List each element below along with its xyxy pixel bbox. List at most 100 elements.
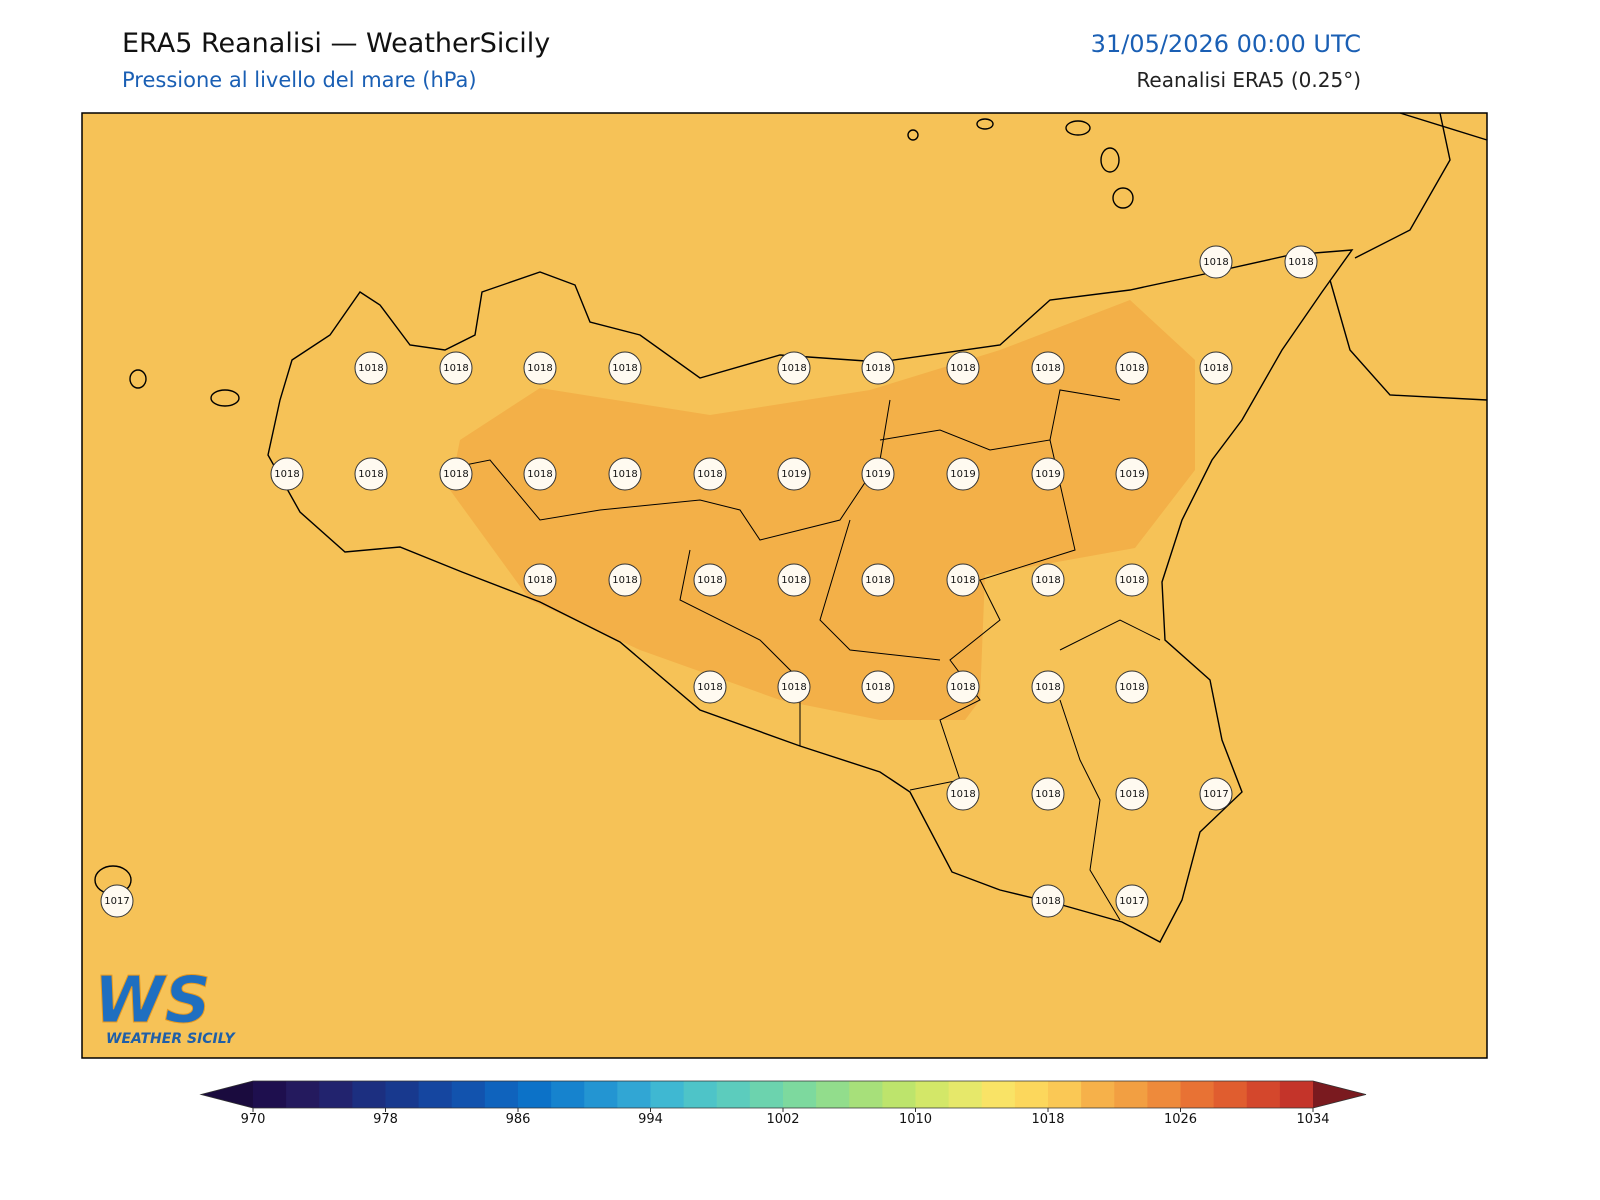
colorbar-bin	[253, 1081, 287, 1108]
colorbar-bin	[783, 1081, 817, 1108]
station-marker	[777, 670, 811, 704]
station-label: 1018	[1288, 257, 1313, 268]
station-marker	[523, 563, 557, 597]
station-label: 1017	[1119, 896, 1144, 907]
station-marker	[693, 563, 727, 597]
colorbar-bin	[981, 1081, 1016, 1108]
island	[907, 129, 919, 141]
station-marker	[777, 457, 811, 491]
station-marker	[861, 563, 895, 597]
station-marker	[946, 777, 980, 811]
station-marker	[1284, 245, 1318, 279]
colorbar-bin	[948, 1081, 983, 1108]
station-marker	[1115, 457, 1149, 491]
station-marker	[439, 457, 473, 491]
colorbar-bin	[716, 1081, 751, 1108]
subtitle: Pressione al livello del mare (hPa)	[122, 68, 477, 92]
station-label: 1019	[1119, 469, 1144, 480]
station-marker	[1115, 670, 1149, 704]
colorbar-bin	[286, 1081, 320, 1108]
station-marker	[1115, 563, 1149, 597]
colorbar-over	[1313, 1081, 1366, 1108]
colorbar-bin	[551, 1081, 585, 1108]
logo: WS WEATHER SICILY	[94, 964, 237, 1048]
high-pressure-area	[450, 300, 1195, 720]
station-marker	[1199, 351, 1233, 385]
colorbar-bin	[882, 1081, 916, 1108]
station-label: 1018	[950, 575, 975, 586]
island	[1112, 187, 1134, 209]
station-label: 1019	[781, 469, 806, 480]
colorbar-tick-label: 1002	[766, 1112, 799, 1127]
station-marker	[354, 351, 388, 385]
colorbar-bin	[584, 1081, 618, 1108]
colorbar-bin	[451, 1081, 486, 1108]
station-marker	[861, 670, 895, 704]
colorbar-bin	[915, 1081, 950, 1108]
island	[210, 389, 240, 407]
province-borders	[439, 389, 1161, 921]
map-frame	[81, 112, 1488, 1059]
colorbar-bin	[650, 1081, 685, 1108]
station-label: 1018	[781, 682, 806, 693]
station-marker	[1031, 670, 1065, 704]
station-marker	[861, 457, 895, 491]
station-marker	[946, 670, 980, 704]
colorbar-bin	[617, 1081, 651, 1108]
station-marker	[946, 351, 980, 385]
station-marker	[1031, 777, 1065, 811]
station-label: 1018	[865, 575, 890, 586]
date: 31/05/2026 00:00 UTC	[1091, 30, 1361, 58]
station-label: 1018	[1035, 682, 1060, 693]
station-label: 1018	[865, 363, 890, 374]
station-label: 1018	[1119, 682, 1144, 693]
station-label: 1018	[1035, 789, 1060, 800]
station-label: 1018	[697, 682, 722, 693]
colorbar-bin	[683, 1081, 718, 1108]
station-marker	[1115, 884, 1149, 918]
calabria-north	[1399, 112, 1488, 141]
colorbar-bin	[1014, 1081, 1049, 1108]
colorbar-bin	[352, 1081, 386, 1108]
colorbar: 970 978 986 994 1002 1010 1018 1026 1034	[199, 1080, 1367, 1127]
station-label: 1018	[612, 469, 637, 480]
station-label: 1019	[1035, 469, 1060, 480]
station-label: 1018	[1203, 363, 1228, 374]
colorbar-bin	[319, 1081, 353, 1108]
colorbar-bin	[1048, 1081, 1082, 1108]
station-marker	[693, 670, 727, 704]
station-marker	[777, 563, 811, 597]
station-label: 1019	[950, 469, 975, 480]
station-label: 1018	[950, 789, 975, 800]
colorbar-tick-label: 978	[373, 1112, 398, 1127]
station-marker	[523, 351, 557, 385]
colorbar-bin	[484, 1081, 519, 1108]
station-marker	[1031, 884, 1065, 918]
station-label: 1018	[358, 469, 383, 480]
colorbar-bin	[1279, 1081, 1314, 1108]
island	[129, 369, 147, 389]
station-marker	[439, 351, 473, 385]
colorbar-tick-label: 986	[506, 1112, 531, 1127]
station-marker	[608, 563, 642, 597]
colorbar-tick-label: 1026	[1164, 1112, 1197, 1127]
colorbar-tick-label: 970	[241, 1112, 266, 1127]
station-label: 1018	[527, 363, 552, 374]
station-label: 1018	[443, 363, 468, 374]
title: ERA5 Reanalisi — WeatherSicily	[122, 28, 550, 59]
station-marker	[861, 351, 895, 385]
island	[976, 118, 994, 130]
logo-mark: WS	[94, 964, 211, 1038]
colorbar-bin	[385, 1081, 420, 1108]
calabria-coast	[1329, 112, 1488, 401]
station-marker	[1031, 563, 1065, 597]
station-label: 1017	[1203, 789, 1228, 800]
station-marker	[946, 563, 980, 597]
station-marker	[777, 351, 811, 385]
station-label: 1018	[950, 363, 975, 374]
station-marker	[1199, 777, 1233, 811]
station-label: 1018	[1035, 896, 1060, 907]
station-label: 1018	[781, 363, 806, 374]
colorbar-bin	[1180, 1081, 1215, 1108]
